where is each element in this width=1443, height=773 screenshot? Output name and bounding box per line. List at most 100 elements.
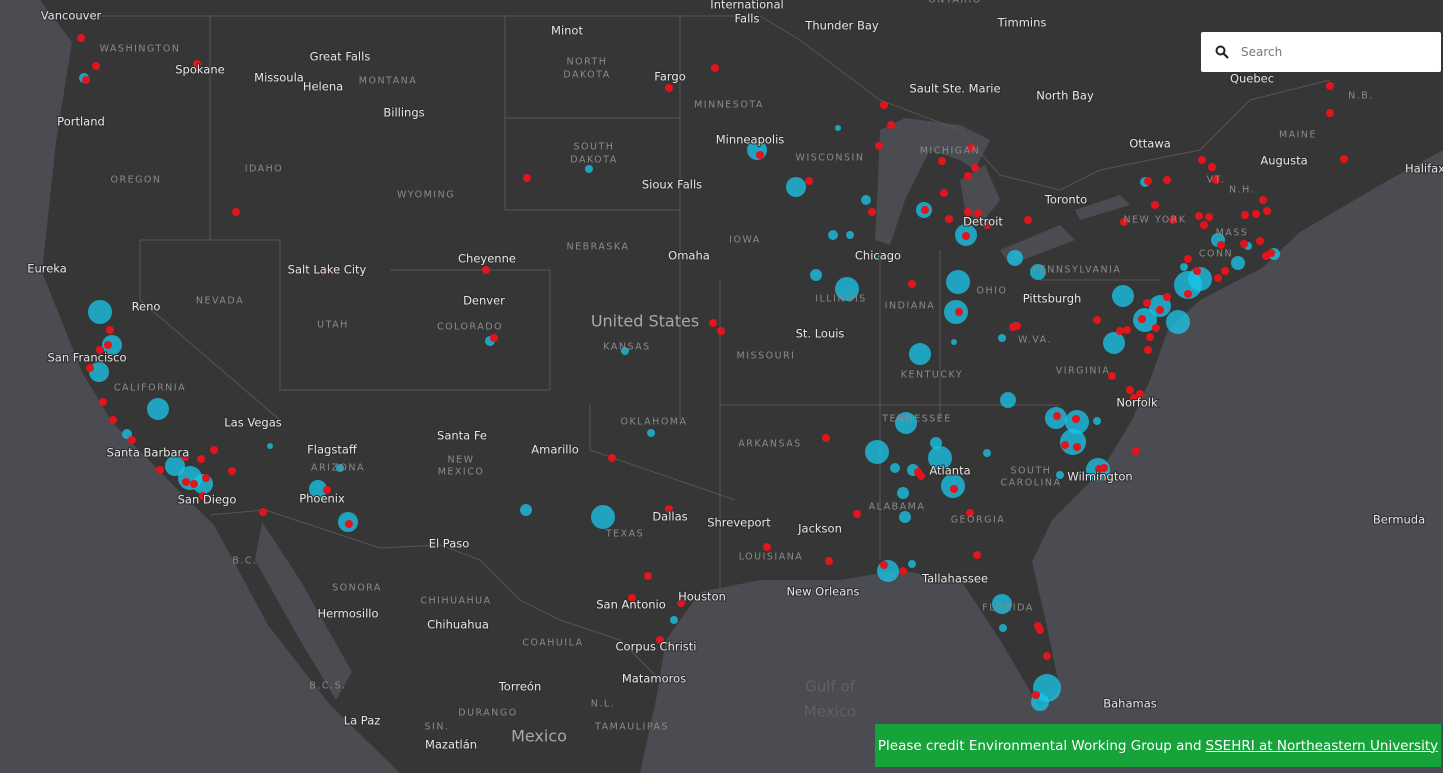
site-marker [1120, 218, 1128, 226]
site-marker [647, 429, 655, 437]
site-marker [878, 253, 884, 259]
search-placeholder: Search [1241, 45, 1283, 59]
site-marker [523, 174, 531, 182]
site-marker [1156, 306, 1164, 314]
city-label: Halifax [1405, 162, 1443, 176]
city-label: Denver [463, 294, 505, 308]
city-label: Great Falls [310, 50, 371, 64]
site-marker [835, 277, 859, 301]
site-marker [890, 463, 900, 473]
site-marker [835, 125, 841, 131]
site-marker [644, 572, 652, 580]
site-marker [665, 84, 673, 92]
water-label: Mexico [804, 703, 856, 721]
site-marker [908, 280, 916, 288]
city-label: Wilmington [1067, 470, 1132, 484]
site-marker [709, 319, 717, 327]
region-label: CONN [1199, 249, 1233, 260]
site-marker [846, 231, 854, 239]
site-marker [1166, 310, 1190, 334]
site-marker [1056, 471, 1064, 479]
site-marker [665, 505, 673, 513]
site-marker [908, 560, 916, 568]
city-label: Missoula [254, 71, 304, 85]
site-marker [805, 177, 813, 185]
site-marker [1032, 691, 1040, 699]
site-marker [490, 334, 498, 342]
city-label: Las Vegas [224, 416, 282, 430]
city-label: St. Louis [796, 327, 845, 341]
city-label: Portland [57, 115, 105, 129]
site-marker [128, 436, 136, 444]
search-box[interactable]: Search [1201, 32, 1441, 72]
site-marker [983, 449, 991, 457]
site-marker [89, 362, 109, 382]
region-label: NEW [447, 455, 474, 466]
site-marker [1326, 109, 1334, 117]
region-label: LOUISIANA [739, 552, 804, 563]
site-marker [1009, 323, 1017, 331]
site-marker [1030, 264, 1046, 280]
site-marker [1340, 155, 1348, 163]
city-label: Amarillo [531, 443, 578, 457]
site-marker [165, 456, 185, 476]
site-marker [853, 510, 861, 518]
site-marker [921, 206, 929, 214]
city-label: Reno [132, 300, 161, 314]
site-marker [96, 346, 104, 354]
site-marker [1144, 346, 1152, 354]
site-marker [992, 594, 1012, 614]
region-label: NORTH [567, 57, 608, 68]
site-marker [628, 594, 636, 602]
region-label: GEORGIA [951, 515, 1006, 526]
city-label: San Diego [178, 493, 237, 507]
city-label: Minot [551, 24, 583, 38]
site-marker [880, 101, 888, 109]
site-marker [86, 364, 94, 372]
site-marker [1126, 386, 1134, 394]
site-marker [1241, 211, 1249, 219]
site-marker [199, 492, 207, 500]
site-marker [106, 326, 114, 334]
site-marker [1163, 293, 1171, 301]
labels: United States Mexico Gulf of Mexico Vancouve… [26, 0, 1443, 753]
city-label: Toronto [1044, 193, 1087, 207]
city-label: Flagstaff [307, 443, 358, 457]
region-label: SIN. [425, 722, 450, 733]
site-marker [950, 485, 958, 493]
site-marker [232, 208, 240, 216]
site-marker [99, 398, 107, 406]
city-label: Billings [383, 106, 424, 120]
site-marker [1262, 252, 1270, 260]
city-label: Augusta [1260, 154, 1307, 168]
region-label: NEVADA [196, 296, 244, 307]
borders [70, 15, 1331, 681]
region-label: N.L. [591, 699, 615, 710]
site-marker [1053, 412, 1061, 420]
site-marker [899, 511, 911, 523]
site-marker [1100, 464, 1108, 472]
city-label: Corpus Christi [616, 640, 697, 654]
city-label: Jackson [797, 522, 842, 536]
city-label: Houston [678, 590, 726, 604]
site-marker [946, 270, 970, 294]
region-label: MASS [1216, 228, 1249, 239]
site-marker [810, 269, 822, 281]
site-marker [1259, 196, 1267, 204]
site-marker [887, 121, 895, 129]
region-label: DAKOTA [570, 155, 617, 166]
site-marker [999, 624, 1007, 632]
city-label: Helena [303, 80, 343, 94]
credit-link[interactable]: SSEHRI at Northeastern University [1205, 737, 1439, 754]
region-label: NEBRASKA [567, 242, 630, 253]
site-marker [608, 454, 616, 462]
region-label: TEXAS [605, 529, 644, 540]
site-marker [482, 266, 490, 274]
site-marker [1136, 390, 1144, 398]
region-label: KANSAS [603, 342, 650, 353]
city-label: Eureka [27, 262, 67, 276]
city-label: Minneapolis [716, 133, 785, 147]
city-label: Bermuda [1373, 513, 1425, 527]
site-marker [938, 157, 946, 165]
site-marker [1061, 441, 1069, 449]
